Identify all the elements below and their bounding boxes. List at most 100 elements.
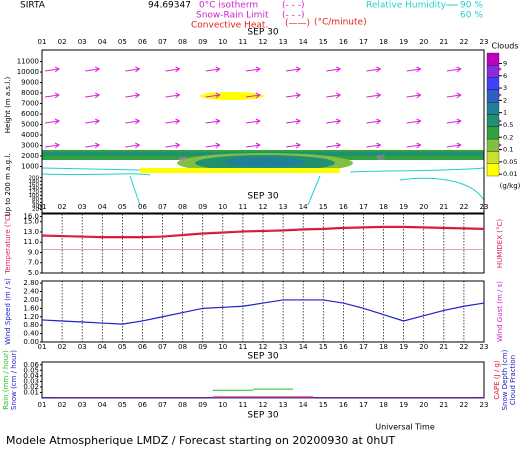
x-tick-label: 04: [98, 38, 107, 46]
x-tick-label: 04: [98, 343, 107, 351]
x-tick-label: 07: [158, 38, 167, 46]
x-tick-label: 22: [459, 203, 468, 211]
wind-arrow: [205, 66, 221, 73]
x-tick-label: 06: [138, 343, 147, 351]
legend-unit: (°C/minute): [314, 18, 367, 28]
wind-arrow: [406, 92, 422, 99]
y-tick-label: 0.02: [23, 383, 39, 391]
axis-title: Snow (cm / hour): [10, 350, 18, 410]
x-tick-label: 20: [419, 343, 428, 351]
y-tick-label: 5000: [21, 121, 39, 129]
colorbar-tick-label: 0.01: [503, 170, 517, 178]
axis-title: Up to 200 m a.g.l.: [4, 153, 12, 216]
wind-arrow: [245, 66, 261, 73]
x-tick-label: 04: [98, 401, 107, 409]
legend-label: 0°C isotherm: [199, 1, 258, 11]
x-tick-label: 14: [299, 401, 308, 409]
wind-arrow: [406, 118, 422, 125]
y-tick-label: 140: [29, 186, 40, 192]
y-tick-label: 9000: [21, 79, 39, 87]
y-tick-label: 16.0: [23, 213, 39, 221]
colorbar-tick-label: 0.2: [503, 133, 513, 141]
x-tick-label: 11: [238, 203, 247, 211]
wind-arrow: [44, 142, 60, 149]
wind-arrow: [125, 118, 141, 125]
wind-arrow: [326, 118, 342, 125]
x-tick-label: 05: [118, 401, 127, 409]
y-tick-label: 100: [29, 193, 40, 199]
wind-arrow: [205, 118, 221, 125]
legend-key: (- - -): [282, 1, 305, 11]
x-tick-label: 06: [138, 203, 147, 211]
colorbar-title: Clouds: [491, 42, 518, 51]
y-tick-label: 160: [29, 182, 40, 188]
y-tick-label: 0.01: [23, 388, 39, 396]
x-tick-label: 20: [419, 203, 428, 211]
x-tick-label: 14: [299, 203, 308, 211]
y-tick-label: 7.0: [28, 259, 39, 267]
x-tick-label: 19: [399, 343, 408, 351]
y-tick-label: 7000: [21, 100, 39, 108]
colorbar-swatch: [486, 163, 500, 177]
y-tick-label: 11000: [17, 58, 39, 66]
x-tick-label: 17: [359, 38, 368, 46]
y-tick-label: 5.0: [28, 269, 39, 277]
x-tick-label: 10: [218, 343, 227, 351]
x-tick-label: 15: [319, 203, 328, 211]
x-tick-label: 13: [279, 203, 288, 211]
x-tick-label: 11: [238, 38, 247, 46]
x-tick-label: 05: [118, 203, 127, 211]
x-tick-label: 03: [78, 203, 87, 211]
x-tick-label: 21: [439, 343, 448, 351]
x-tick-label: 19: [399, 401, 408, 409]
x-tick-label: 18: [379, 401, 388, 409]
wind-arrow: [165, 142, 181, 149]
x-tick-label: 08: [178, 401, 187, 409]
colorbar-tick-label: 0.05: [503, 158, 517, 166]
wind-arrow: [205, 92, 221, 99]
x-tick-label: 03: [78, 401, 87, 409]
wind-arrow: [85, 66, 101, 73]
x-tick-label: 12: [259, 343, 268, 351]
wind-arrow: [85, 142, 101, 149]
x-tick-label: 02: [58, 203, 67, 211]
series-line: [41, 225, 485, 238]
axis-title: Cloud Fraction: [509, 355, 517, 405]
panel-frame: [41, 361, 485, 399]
x-tick-label: 15: [319, 38, 328, 46]
x-tick-label: 21: [439, 38, 448, 46]
colorbar-swatch: [486, 89, 500, 103]
x-tick-label: 23: [480, 38, 489, 46]
x-tick-label: 02: [58, 401, 67, 409]
x-tick-label: 02: [58, 38, 67, 46]
x-tick-label: 09: [198, 203, 207, 211]
y-tick-label: 9.0: [28, 248, 39, 256]
wind-arrow: [366, 142, 382, 149]
x-tick-label: 08: [178, 343, 187, 351]
colorbar-tick-label: 0.1: [503, 146, 513, 154]
colorbar-tick-label: 1: [503, 109, 507, 117]
x-tick-label: 14: [299, 343, 308, 351]
x-tick-label: 17: [359, 203, 368, 211]
wind-arrow: [446, 142, 462, 149]
x-tick-label: 19: [399, 203, 408, 211]
x-tick-label: 22: [459, 401, 468, 409]
coord: 94.69347: [148, 1, 191, 11]
wind-arrow: [366, 118, 382, 125]
axis-title: Snow Depth (cm): [501, 349, 509, 410]
y-tick-label: 0.00: [23, 338, 39, 346]
colorbar-swatch: [486, 102, 500, 115]
cloud-shapes: [41, 92, 485, 206]
y-tick-label: 2.80: [23, 279, 39, 287]
colorbar-swatch: [486, 52, 500, 66]
colorbar-tick-label: 0.5: [503, 121, 513, 129]
colorbar-unit: (g/kg): [500, 182, 521, 190]
x-tick-label: 18: [379, 343, 388, 351]
wind-arrow: [44, 118, 60, 125]
x-tick-label: 14: [299, 38, 308, 46]
axis-title: Wind Speed (m / s): [4, 278, 12, 345]
wind-arrow: [125, 92, 141, 99]
y-tick-label: 15.0: [23, 218, 39, 226]
x-tick-label: 12: [259, 38, 268, 46]
